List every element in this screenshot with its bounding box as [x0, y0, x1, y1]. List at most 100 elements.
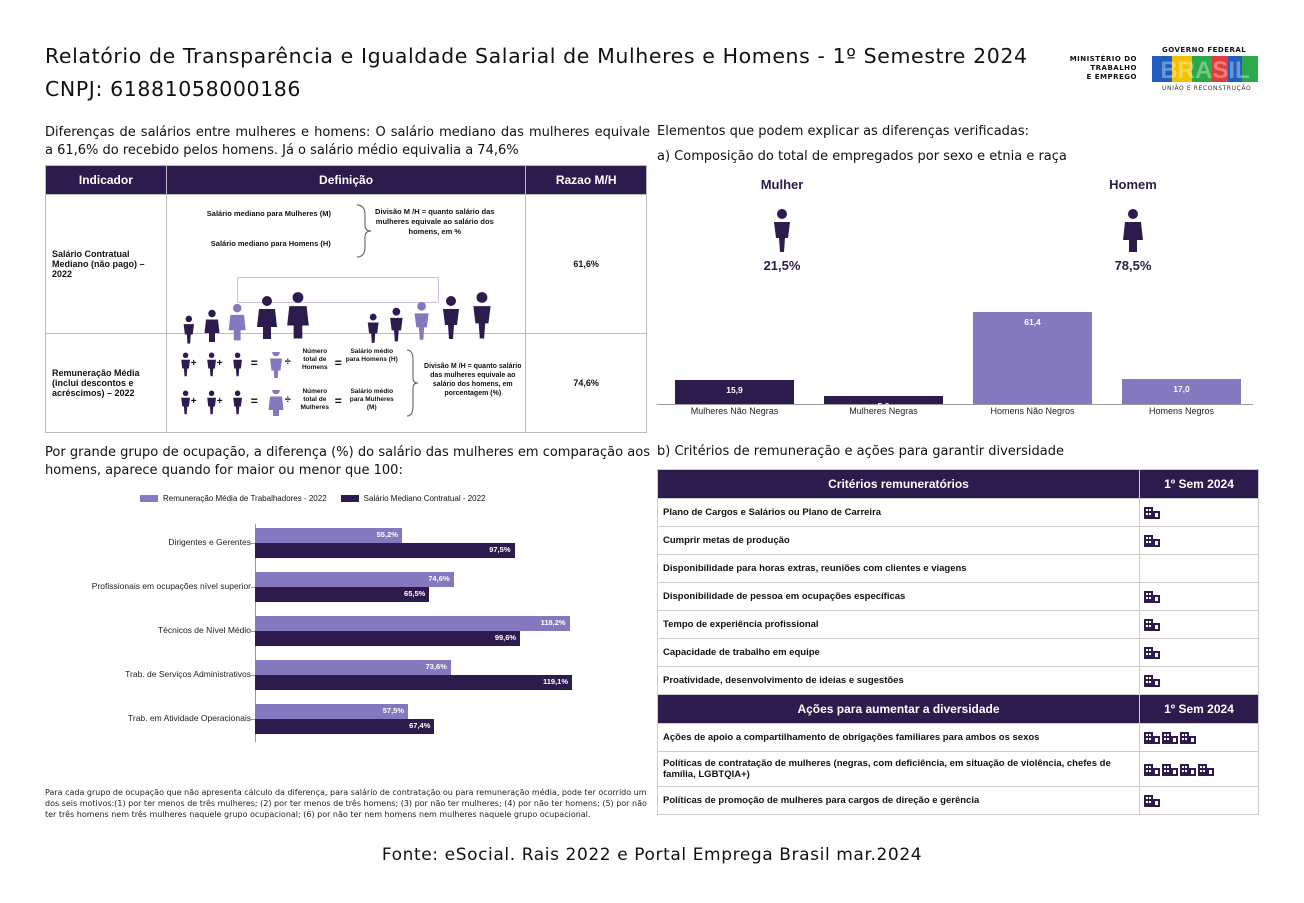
- person-icon: [286, 292, 309, 339]
- building-icon: [1144, 795, 1160, 807]
- ministry-logo: MINISTÉRIO DO TRABALHO E EMPREGO: [1052, 55, 1137, 82]
- row-label: Tempo de experiência profissional: [657, 610, 1140, 639]
- brasil-logo-text: BRASIL: [1160, 57, 1249, 84]
- table-row: Disponibilidade para horas extras, reuni…: [657, 554, 1259, 583]
- x-axis-line: [657, 404, 1253, 405]
- group-outline: [236, 277, 439, 303]
- criteria-table: Critérios remuneratórios 1º Sem 2024 Plano…: [657, 469, 1259, 815]
- person-icon: [367, 313, 379, 343]
- plus-sign: +: [216, 396, 223, 407]
- equals-sign: =: [250, 394, 258, 408]
- table-row: Plano de Cargos e Salários ou Plano de C…: [657, 498, 1259, 527]
- occupation-bar: [255, 719, 435, 734]
- women-sum-icons: [180, 390, 284, 416]
- ratio-1: 61,6%: [525, 194, 647, 334]
- row-icons: [1139, 582, 1259, 611]
- cnpj: CNPJ: 61881058000186: [45, 77, 302, 101]
- table-row: Ações de apoio a compartilhamento de obr…: [657, 723, 1259, 752]
- person-icon: [228, 303, 246, 341]
- occupation-bar: [255, 572, 454, 587]
- brace-icon: [356, 204, 371, 258]
- occupation-bar: [255, 587, 430, 602]
- man-icon: [1123, 209, 1143, 252]
- woman-percent: 21,5%: [763, 258, 801, 273]
- building-icon: [1144, 535, 1160, 547]
- occupation-chart: Remuneração Média de Trabalhadores - 202…: [45, 490, 650, 750]
- row-icons: [1139, 723, 1259, 752]
- table-row: Disponibilidade de pessoa em ocupações e…: [657, 582, 1259, 611]
- def2-note: Divisão M /H = quanto salário das mulher…: [424, 363, 522, 397]
- composition-category-label: Homens Negros: [1148, 406, 1215, 416]
- table-header-label: Critérios remuneratórios: [657, 469, 1140, 499]
- axis-tick: [251, 675, 255, 676]
- row-icons: [1139, 638, 1259, 667]
- men-sum-icons: [180, 352, 282, 378]
- building-icon: [1180, 732, 1196, 744]
- row-icons: [1139, 554, 1259, 583]
- ministry-line-3: E EMPREGO: [1086, 73, 1137, 81]
- row-label: Proatividade, desenvolvimento de ideias …: [657, 666, 1140, 695]
- row-label: Disponibilidade para horas extras, reuni…: [657, 554, 1140, 583]
- table-header-period: 1º Sem 2024: [1139, 469, 1259, 499]
- people-illustration-1: [183, 292, 491, 344]
- person-icon: [442, 296, 459, 339]
- brace-icon: [406, 349, 418, 417]
- occupation-bar: [255, 660, 451, 675]
- occupation-bar: [255, 704, 409, 719]
- person-icon: [414, 301, 429, 340]
- indicator-1: Salário Contratual Mediano (não pago) – …: [45, 194, 167, 334]
- table-header-period: 1º Sem 2024: [1139, 694, 1259, 724]
- occupation-value-label: 73,6%: [425, 662, 447, 671]
- building-icon: [1144, 647, 1160, 659]
- right-heading: Elementos que podem explicar as diferenç…: [657, 124, 1030, 139]
- equals-sign: =: [250, 356, 258, 370]
- row-label: Disponibilidade de pessoa em ocupações e…: [657, 582, 1140, 611]
- occupation-value-label: 97,5%: [489, 545, 511, 554]
- gov-bottom-label: UNIÃO E RECONSTRUÇÃO: [1162, 85, 1252, 92]
- plus-sign: +: [216, 358, 223, 369]
- person-icon: [473, 292, 491, 339]
- occupation-bar: [255, 631, 521, 646]
- occupation-value-label: 74,6%: [428, 574, 450, 583]
- ratio-2: 74,6%: [525, 333, 647, 433]
- composition-category-label: Homens Não Negros: [990, 406, 1075, 416]
- divide-sign: ÷: [284, 356, 291, 368]
- actions-header-row: Ações para aumentar a diversidade 1º Sem …: [657, 694, 1259, 724]
- row-icons: [1139, 610, 1259, 639]
- woman-icon: [774, 209, 790, 252]
- axis-tick: [251, 631, 255, 632]
- composition-category-label: Mulheres Não Negras: [690, 406, 779, 416]
- row-icons: [1139, 526, 1259, 555]
- composition-value-label: 15,9: [726, 385, 743, 396]
- table-row: Políticas de promoção de mulheres para c…: [657, 786, 1259, 815]
- ministry-line-2: TRABALHO: [1090, 64, 1137, 72]
- building-icon: [1144, 619, 1160, 631]
- composition-value-label: 5,6: [877, 400, 890, 411]
- row-label: Ações de apoio a compartilhamento de obr…: [657, 723, 1140, 752]
- row-icons: [1139, 751, 1259, 787]
- occupation-value-label: 99,6%: [494, 633, 517, 642]
- composition-category-label: Mulheres Negras: [849, 406, 918, 416]
- composition-chart: 15,9 Mulheres Não Negras 5,6 Mulheres Negra…: [657, 300, 1259, 422]
- table-row: Políticas de contratação de mulheres (ne…: [657, 751, 1259, 787]
- man-label: Homem: [1109, 177, 1157, 192]
- occupation-value-label: 57,5%: [382, 706, 405, 715]
- axis-tick: [251, 719, 255, 720]
- def2-b-left: Número total de Mulheres: [300, 388, 330, 411]
- equals-sign: =: [334, 394, 342, 408]
- occupation-value-label: 119,1%: [542, 677, 568, 686]
- composition-bar: [824, 395, 943, 404]
- def2-b-right: Salário médio para Mulheres (M): [349, 388, 394, 411]
- building-icon: [1144, 507, 1160, 519]
- row-label: Capacidade de trabalho em equipe: [657, 638, 1140, 667]
- definition-2: + + = ÷ Número total de Homens = Salário…: [165, 333, 527, 433]
- building-icon: [1144, 675, 1160, 687]
- building-icon: [1198, 763, 1214, 776]
- th-indicator: Indicador: [45, 165, 167, 195]
- occupation-value-label: 118,2%: [540, 618, 566, 627]
- ministry-line-1: MINISTÉRIO DO: [1069, 55, 1137, 63]
- person-icon: [204, 309, 220, 342]
- table-row: Capacidade de trabalho em equipe: [657, 638, 1259, 667]
- gov-top-label: GOVERNO FEDERAL: [1162, 46, 1247, 54]
- axis-tick: [251, 587, 255, 588]
